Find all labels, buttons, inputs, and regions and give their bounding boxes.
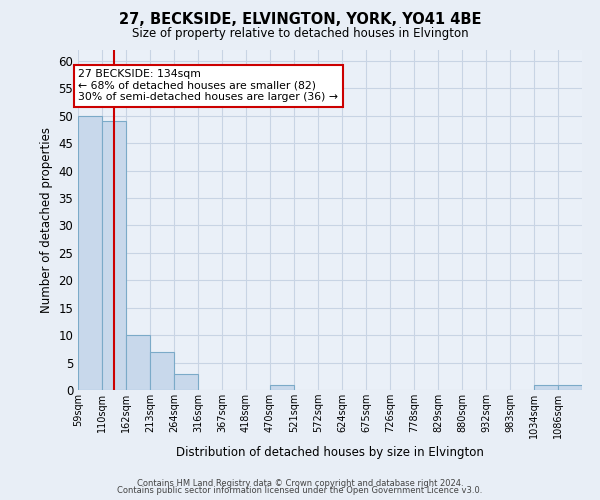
Bar bbox=[126, 335, 150, 390]
Text: Contains HM Land Registry data © Crown copyright and database right 2024.: Contains HM Land Registry data © Crown c… bbox=[137, 478, 463, 488]
Bar bbox=[78, 116, 102, 390]
Bar bbox=[558, 384, 582, 390]
Text: 27, BECKSIDE, ELVINGTON, YORK, YO41 4BE: 27, BECKSIDE, ELVINGTON, YORK, YO41 4BE bbox=[119, 12, 481, 28]
Bar bbox=[534, 384, 558, 390]
Y-axis label: Number of detached properties: Number of detached properties bbox=[40, 127, 53, 313]
X-axis label: Distribution of detached houses by size in Elvington: Distribution of detached houses by size … bbox=[176, 446, 484, 460]
Text: Contains public sector information licensed under the Open Government Licence v3: Contains public sector information licen… bbox=[118, 486, 482, 495]
Bar bbox=[102, 122, 126, 390]
Bar bbox=[270, 384, 294, 390]
Bar bbox=[150, 352, 174, 390]
Bar bbox=[174, 374, 198, 390]
Text: 27 BECKSIDE: 134sqm
← 68% of detached houses are smaller (82)
30% of semi-detach: 27 BECKSIDE: 134sqm ← 68% of detached ho… bbox=[79, 69, 338, 102]
Text: Size of property relative to detached houses in Elvington: Size of property relative to detached ho… bbox=[131, 28, 469, 40]
